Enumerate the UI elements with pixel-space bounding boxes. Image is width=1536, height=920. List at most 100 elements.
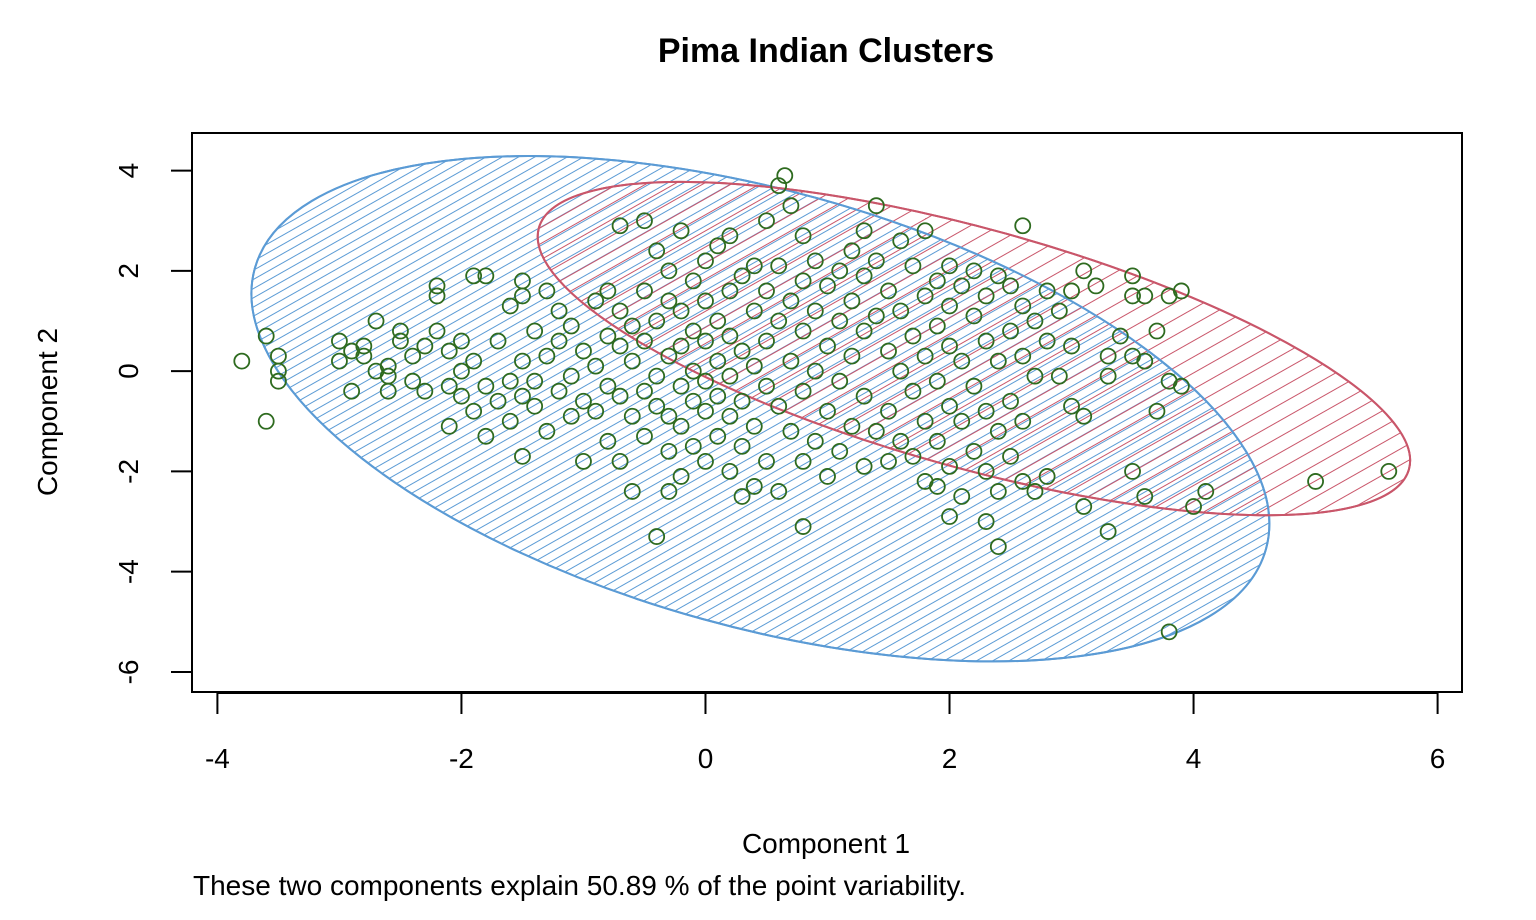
variability-note: These two components explain 50.89 % of … (193, 870, 966, 901)
data-point (1014, 347, 1032, 365)
x-tick-label: 2 (942, 743, 958, 774)
data-point (733, 437, 751, 455)
data-point (782, 422, 800, 440)
data-point (1063, 282, 1080, 300)
data-point (733, 342, 751, 360)
data-point (819, 468, 836, 485)
data-point (611, 387, 629, 405)
data-point (660, 483, 678, 500)
data-point (855, 387, 873, 405)
data-point (1002, 322, 1019, 340)
data-point (672, 377, 690, 395)
data-point (501, 297, 519, 315)
data-point (880, 452, 897, 470)
data-point (721, 367, 739, 385)
data-point (819, 277, 836, 295)
data-point (538, 347, 556, 365)
data-point (477, 427, 495, 445)
data-point (770, 397, 788, 415)
data-point (660, 347, 678, 365)
data-point (1099, 347, 1117, 365)
data-point (672, 417, 690, 435)
data-point (1014, 297, 1032, 315)
data-point (770, 177, 788, 195)
data-point (575, 392, 592, 410)
data-point (880, 402, 897, 420)
data-point (806, 302, 824, 320)
data-point (684, 362, 702, 380)
data-point (514, 352, 531, 370)
data-point (745, 417, 763, 435)
data-point (867, 422, 885, 440)
data-point (550, 332, 568, 350)
data-point (672, 302, 690, 320)
data-point (721, 327, 739, 345)
data-points (233, 167, 1398, 641)
data-point (526, 322, 544, 340)
data-point (660, 442, 678, 460)
data-point (697, 252, 714, 270)
data-point (776, 167, 794, 185)
data-point (416, 382, 434, 400)
data-point (538, 422, 556, 440)
data-point (721, 227, 739, 245)
data-point (733, 488, 751, 505)
data-point (928, 478, 946, 495)
data-point (514, 387, 531, 405)
data-point (916, 347, 934, 365)
y-tick-label: -6 (113, 659, 144, 684)
data-point (599, 327, 617, 345)
data-point (1050, 302, 1068, 320)
data-point (745, 357, 763, 375)
data-point (855, 222, 873, 240)
data-point (697, 292, 714, 310)
data-point (782, 352, 800, 370)
data-point (977, 332, 995, 350)
data-point (440, 377, 458, 395)
data-point (514, 447, 531, 465)
data-point (892, 232, 910, 250)
data-point (697, 332, 714, 350)
data-point (392, 322, 409, 340)
data-point (623, 352, 641, 370)
data-point (867, 252, 885, 270)
data-point (928, 432, 946, 450)
data-point (697, 372, 714, 390)
data-point (1087, 277, 1105, 295)
data-point (806, 362, 824, 380)
data-point (636, 332, 653, 350)
data-point (465, 352, 483, 370)
data-point (843, 347, 861, 365)
data-point (587, 292, 605, 310)
data-point (684, 437, 702, 455)
data-point (599, 377, 617, 395)
data-point (892, 302, 910, 320)
data-point (758, 377, 775, 395)
data-point (623, 407, 641, 425)
data-point (648, 242, 666, 260)
data-point (331, 352, 348, 370)
data-point (477, 377, 495, 395)
data-point (770, 257, 788, 275)
data-point (404, 372, 422, 390)
data-point (965, 307, 983, 325)
data-point (953, 412, 971, 430)
data-point (758, 282, 775, 300)
data-point (1124, 287, 1141, 305)
data-point (709, 352, 727, 370)
data-point (867, 197, 885, 215)
data-point (831, 372, 849, 390)
data-point (1380, 463, 1398, 480)
data-point (1136, 352, 1154, 370)
data-point (1075, 498, 1093, 515)
data-point (794, 272, 812, 290)
data-point (709, 387, 727, 405)
data-point (758, 452, 775, 470)
data-point (977, 402, 995, 420)
data-point (562, 317, 580, 335)
data-point (953, 277, 971, 295)
data-point (672, 468, 690, 485)
data-point (697, 402, 714, 420)
data-point (941, 297, 958, 315)
data-point (1148, 402, 1166, 420)
